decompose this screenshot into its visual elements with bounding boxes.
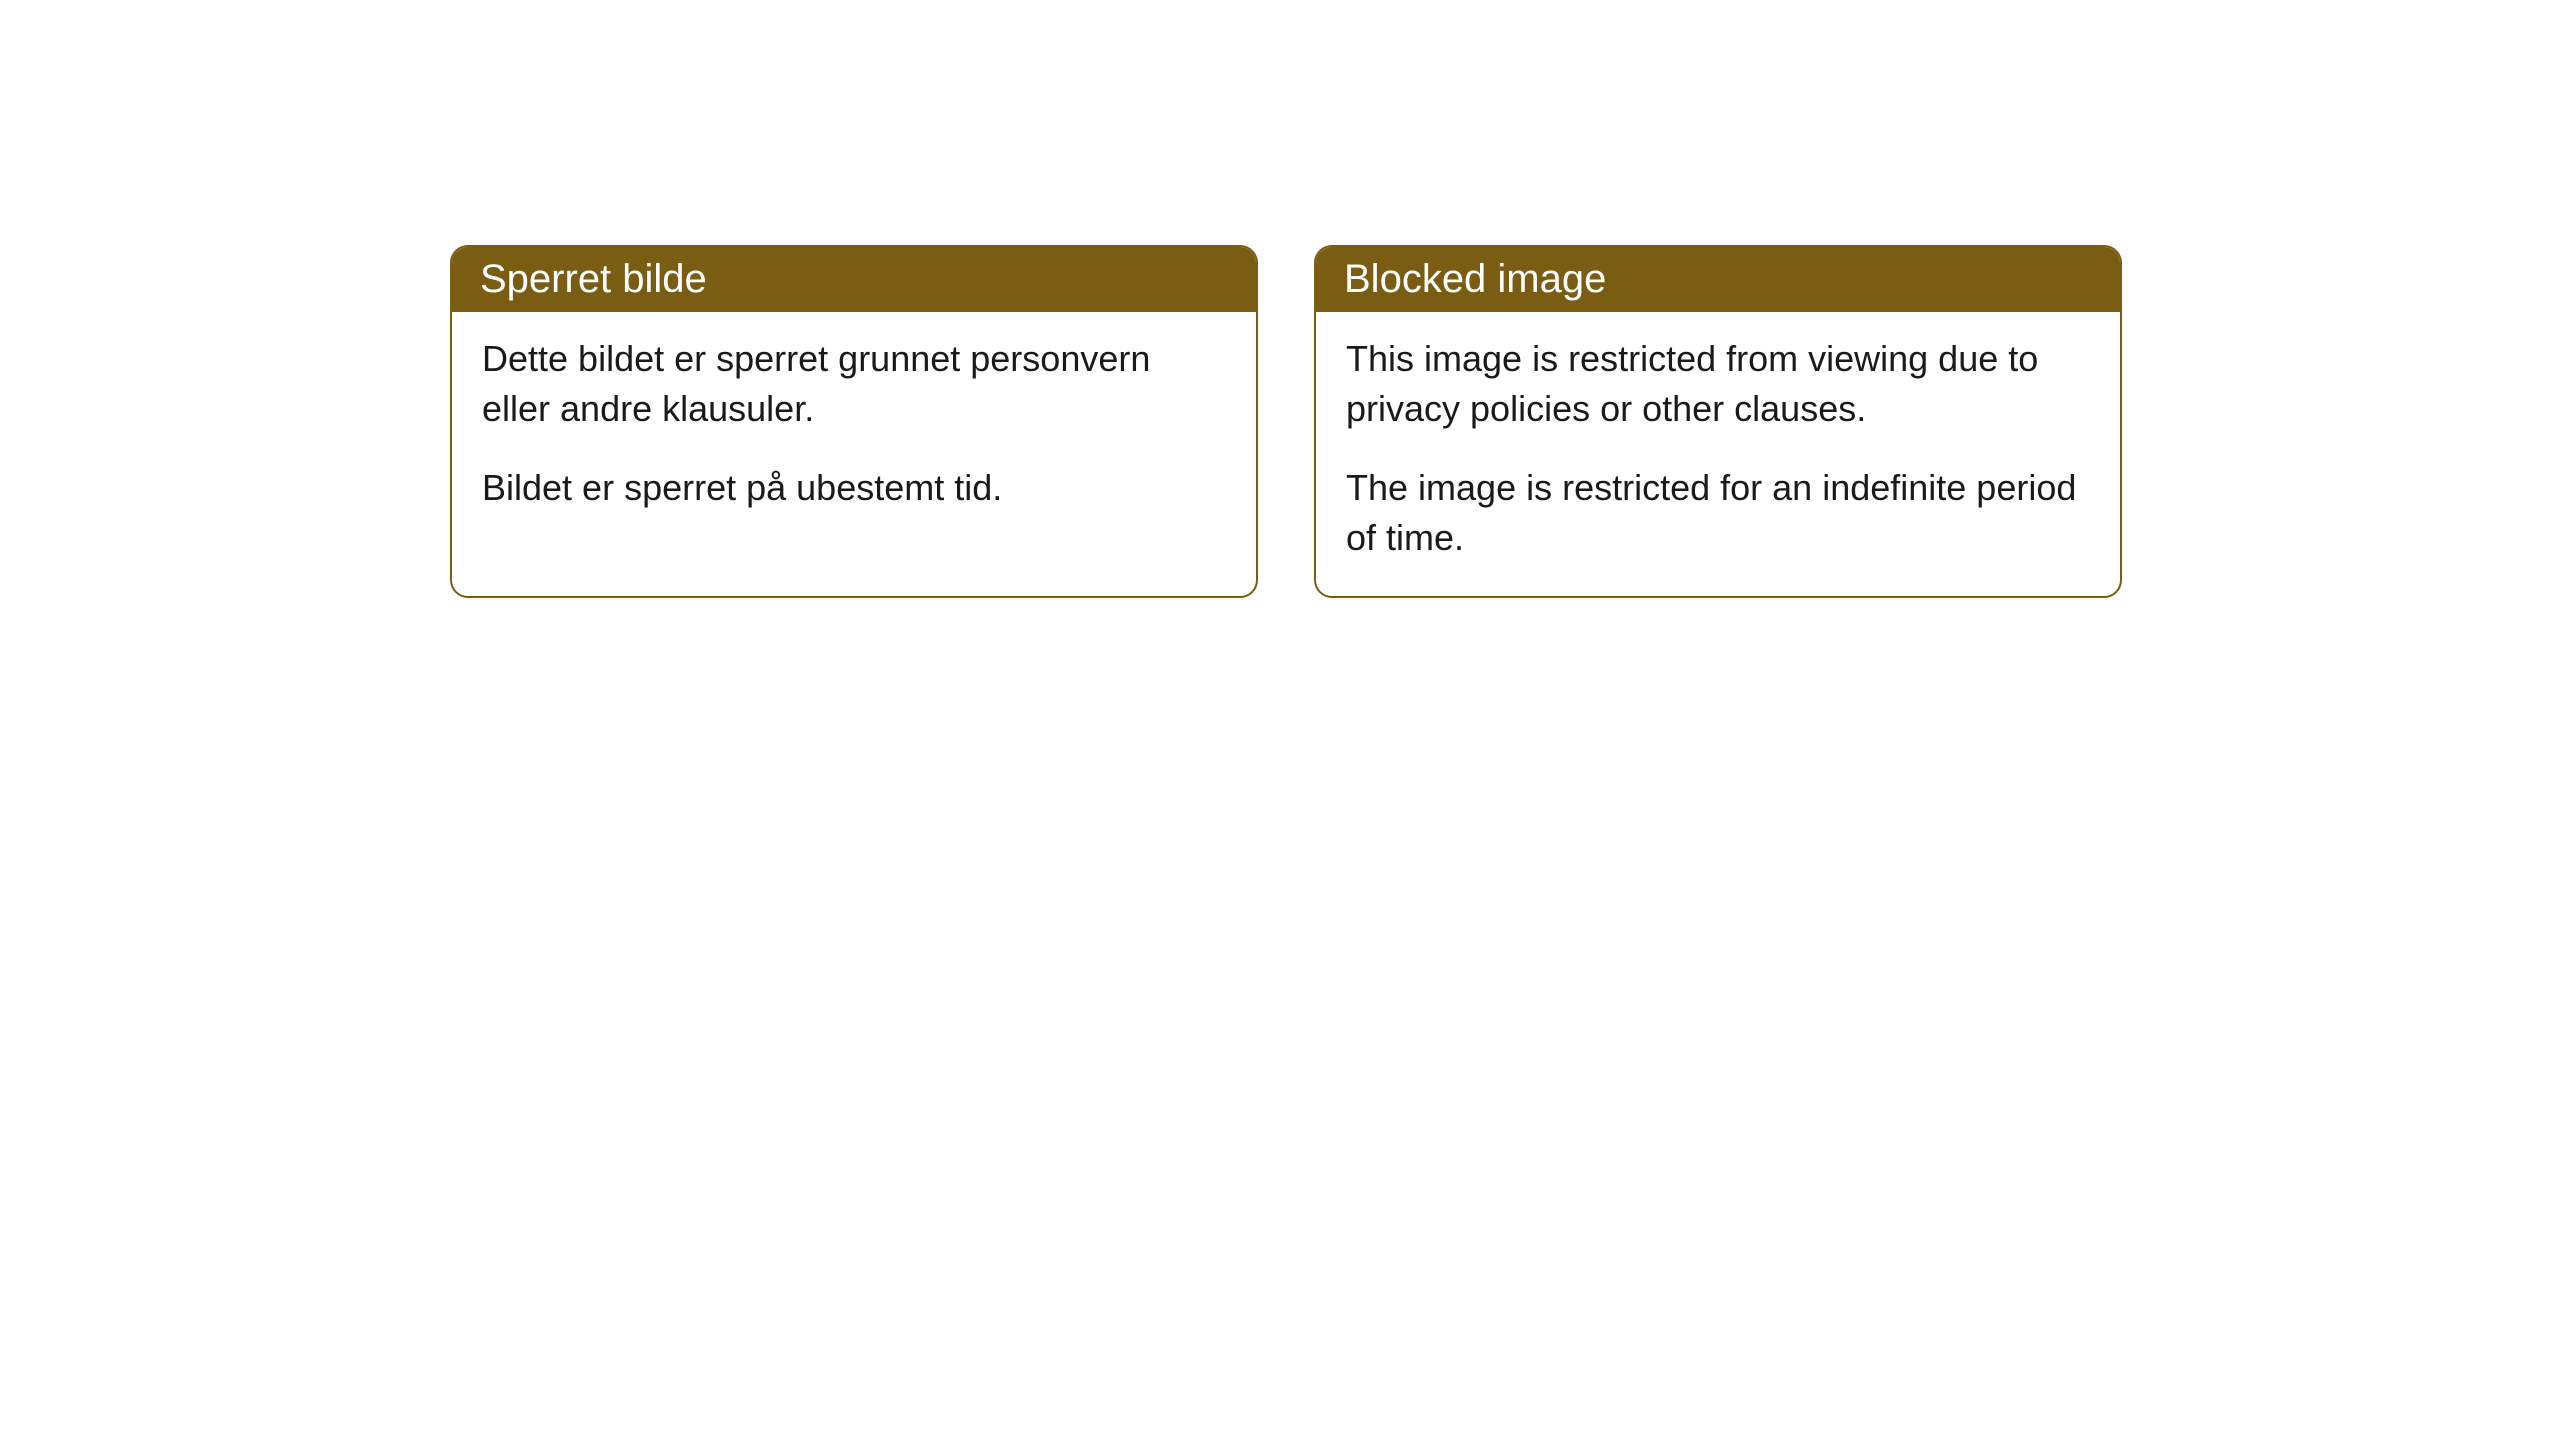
card-paragraph: This image is restricted from viewing du… xyxy=(1346,334,2090,435)
card-title: Blocked image xyxy=(1344,257,1606,301)
card-body: This image is restricted from viewing du… xyxy=(1316,312,2120,596)
card-header: Blocked image xyxy=(1316,247,2120,312)
card-paragraph: Dette bildet er sperret grunnet personve… xyxy=(482,334,1226,435)
card-body: Dette bildet er sperret grunnet personve… xyxy=(452,312,1256,545)
card-title: Sperret bilde xyxy=(480,257,707,301)
blocked-image-cards: Sperret bilde Dette bildet er sperret gr… xyxy=(450,245,2122,598)
blocked-image-card-english: Blocked image This image is restricted f… xyxy=(1314,245,2122,598)
blocked-image-card-norwegian: Sperret bilde Dette bildet er sperret gr… xyxy=(450,245,1258,598)
card-paragraph: The image is restricted for an indefinit… xyxy=(1346,463,2090,564)
card-header: Sperret bilde xyxy=(452,247,1256,312)
card-paragraph: Bildet er sperret på ubestemt tid. xyxy=(482,463,1226,513)
